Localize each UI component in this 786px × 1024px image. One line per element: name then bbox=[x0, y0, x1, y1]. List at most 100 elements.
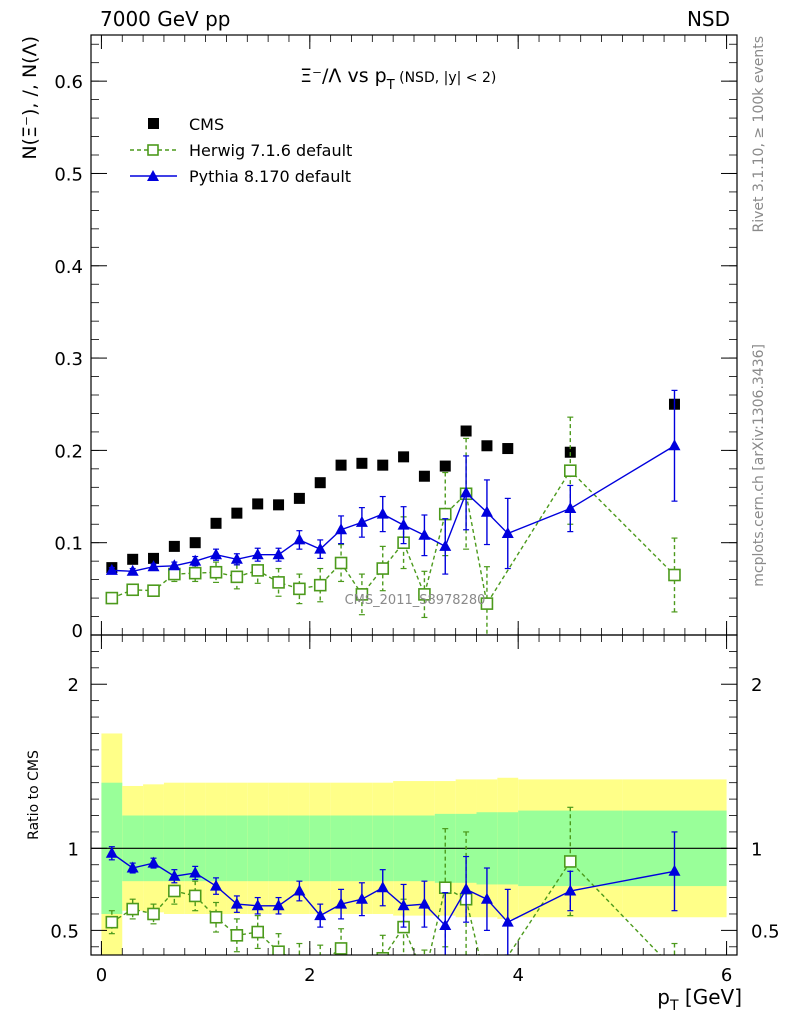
herwig-ratio-data-point bbox=[438, 881, 452, 895]
pythia-data-point bbox=[335, 523, 348, 535]
pythia-data-point bbox=[397, 518, 410, 530]
herwig-ratio-data-point bbox=[209, 910, 223, 924]
pythia-data-point bbox=[376, 507, 389, 519]
cms-data-point bbox=[210, 517, 222, 529]
pythia-ratio-data-point bbox=[376, 881, 389, 893]
pythia-ratio-data-point bbox=[251, 899, 264, 911]
herwig-ratio-data-point bbox=[376, 951, 390, 955]
pythia-data-point bbox=[147, 560, 160, 572]
pythia-ratio-data-point bbox=[126, 861, 139, 873]
herwig-data-point bbox=[668, 568, 681, 582]
cms-data-point bbox=[418, 470, 430, 482]
pythia-ratio-data-point bbox=[480, 892, 493, 904]
x-axis-label-unit: [GeV] bbox=[679, 985, 742, 1009]
pythia-ratio-data-point bbox=[564, 884, 577, 896]
x-tick-label: 4 bbox=[512, 965, 523, 986]
cms-data-point bbox=[231, 507, 243, 519]
cms-data-point bbox=[148, 552, 160, 564]
pythia-data-point bbox=[668, 439, 681, 451]
pythia-ratio-series-line bbox=[111, 852, 675, 927]
pythia-ratio-data-point bbox=[314, 909, 327, 921]
herwig-data-point bbox=[147, 584, 160, 597]
pythia-ratio-data-point bbox=[460, 882, 473, 894]
pythia-ratio-data-point bbox=[293, 884, 306, 896]
pythia-ratio-data-point bbox=[210, 879, 223, 891]
ratio-plot-series bbox=[105, 806, 681, 983]
axes: 0 2 4 6 0.1 0.2 0.3 0.4 0.5 0.6 0 0.5 0.5 1 1 2 2 bbox=[50, 35, 780, 986]
herwig-data-point bbox=[293, 582, 306, 596]
pythia-ratio-data-point bbox=[439, 918, 452, 930]
herwig-ratio-data-point bbox=[356, 972, 367, 983]
x-tick-label: 2 bbox=[304, 965, 315, 986]
legend-marker-cms bbox=[148, 118, 159, 129]
pythia-data-point bbox=[230, 552, 243, 564]
herwig-data-point bbox=[188, 566, 202, 580]
ratio-tick-label-left: 2 bbox=[68, 675, 79, 696]
plot-title-extra: (NSD, |y| < 2) bbox=[395, 70, 497, 86]
herwig-series-line bbox=[111, 469, 675, 606]
cms-data-point bbox=[502, 443, 514, 455]
pythia-data-point bbox=[293, 533, 306, 545]
herwig-ratio-data-point bbox=[230, 929, 244, 942]
pythia-data-point bbox=[564, 502, 577, 514]
pythia-data-point bbox=[314, 542, 327, 554]
herwig-ratio-data-point bbox=[334, 942, 348, 955]
pythia-ratio-data-point bbox=[397, 899, 410, 911]
y-zero-label: 0 bbox=[72, 621, 83, 642]
cms-data-point bbox=[398, 451, 410, 463]
pythia-ratio-data-point bbox=[418, 897, 431, 909]
pythia-ratio-data-point bbox=[105, 846, 118, 858]
legend-label-herwig: Herwig 7.1.6 default bbox=[189, 141, 352, 160]
plot-title-sub: T bbox=[386, 78, 395, 93]
cms-data-point bbox=[314, 477, 326, 489]
rivet-version-label: Rivet 3.1.10, ≥ 100k events bbox=[751, 36, 767, 233]
y-tick-label: 0.1 bbox=[54, 534, 83, 555]
plot-title: Ξ⁻/Λ vs pT (NSD, |y| < 2) bbox=[300, 65, 496, 93]
ratio-tick-label-right: 0.5 bbox=[751, 921, 780, 942]
pythia-ratio-data-point bbox=[189, 866, 202, 878]
ratio-tick-label-right: 1 bbox=[751, 839, 762, 860]
pythia-data-point bbox=[501, 526, 514, 538]
pythia-data-point bbox=[480, 505, 493, 517]
pythia-data-point bbox=[105, 563, 118, 575]
herwig-data-point bbox=[355, 588, 369, 601]
ratio-tick-label-right: 2 bbox=[751, 675, 762, 696]
herwig-ratio-series-line bbox=[111, 860, 662, 955]
herwig-ratio-data-point bbox=[419, 971, 430, 982]
cms-data-point bbox=[252, 498, 264, 510]
herwig-ratio-data-point bbox=[669, 964, 680, 975]
pythia-data-point bbox=[439, 539, 452, 551]
y-axis-label: N(Ξ⁻), /, N(Λ) bbox=[19, 36, 41, 160]
herwig-data-point bbox=[230, 570, 244, 584]
pythia-data-point bbox=[189, 554, 202, 566]
y-tick-label: 0.2 bbox=[54, 441, 83, 462]
process-label: NSD bbox=[687, 7, 730, 31]
cms-data-point bbox=[377, 459, 389, 471]
main-plot-series bbox=[105, 389, 681, 635]
herwig-ratio-data-point bbox=[147, 907, 160, 921]
legend-label-pythia: Pythia 8.170 default bbox=[189, 167, 351, 186]
legend-marker-herwig bbox=[147, 144, 159, 156]
herwig-data-point bbox=[480, 597, 494, 610]
legend: CMS Herwig 7.1.6 default Pythia 8.170 de… bbox=[130, 115, 352, 186]
pythia-series-line bbox=[111, 445, 675, 573]
cms-data-point bbox=[460, 425, 472, 437]
cms-data-point bbox=[189, 537, 201, 549]
herwig-data-point bbox=[376, 562, 390, 575]
cms-data-point bbox=[168, 540, 180, 552]
herwig-data-point bbox=[563, 464, 577, 477]
herwig-data-point bbox=[272, 576, 285, 589]
y-tick-label: 0.6 bbox=[54, 72, 83, 93]
pythia-ratio-data-point bbox=[668, 864, 681, 876]
herwig-ratio-data-point bbox=[188, 889, 202, 903]
pythia-data-point bbox=[210, 548, 223, 560]
herwig-ratio-data-point bbox=[315, 958, 326, 969]
energy-label: 7000 GeV pp bbox=[100, 7, 231, 31]
cms-data-point bbox=[335, 459, 347, 471]
herwig-ratio-data-point bbox=[251, 925, 265, 939]
mcplots-label: mcplots.cern.ch [arXiv:1306.3436] bbox=[751, 344, 767, 587]
x-axis-label-main: p bbox=[657, 985, 670, 1009]
herwig-data-point bbox=[418, 588, 431, 601]
herwig-data-point bbox=[251, 564, 265, 577]
pythia-ratio-data-point bbox=[147, 856, 160, 868]
